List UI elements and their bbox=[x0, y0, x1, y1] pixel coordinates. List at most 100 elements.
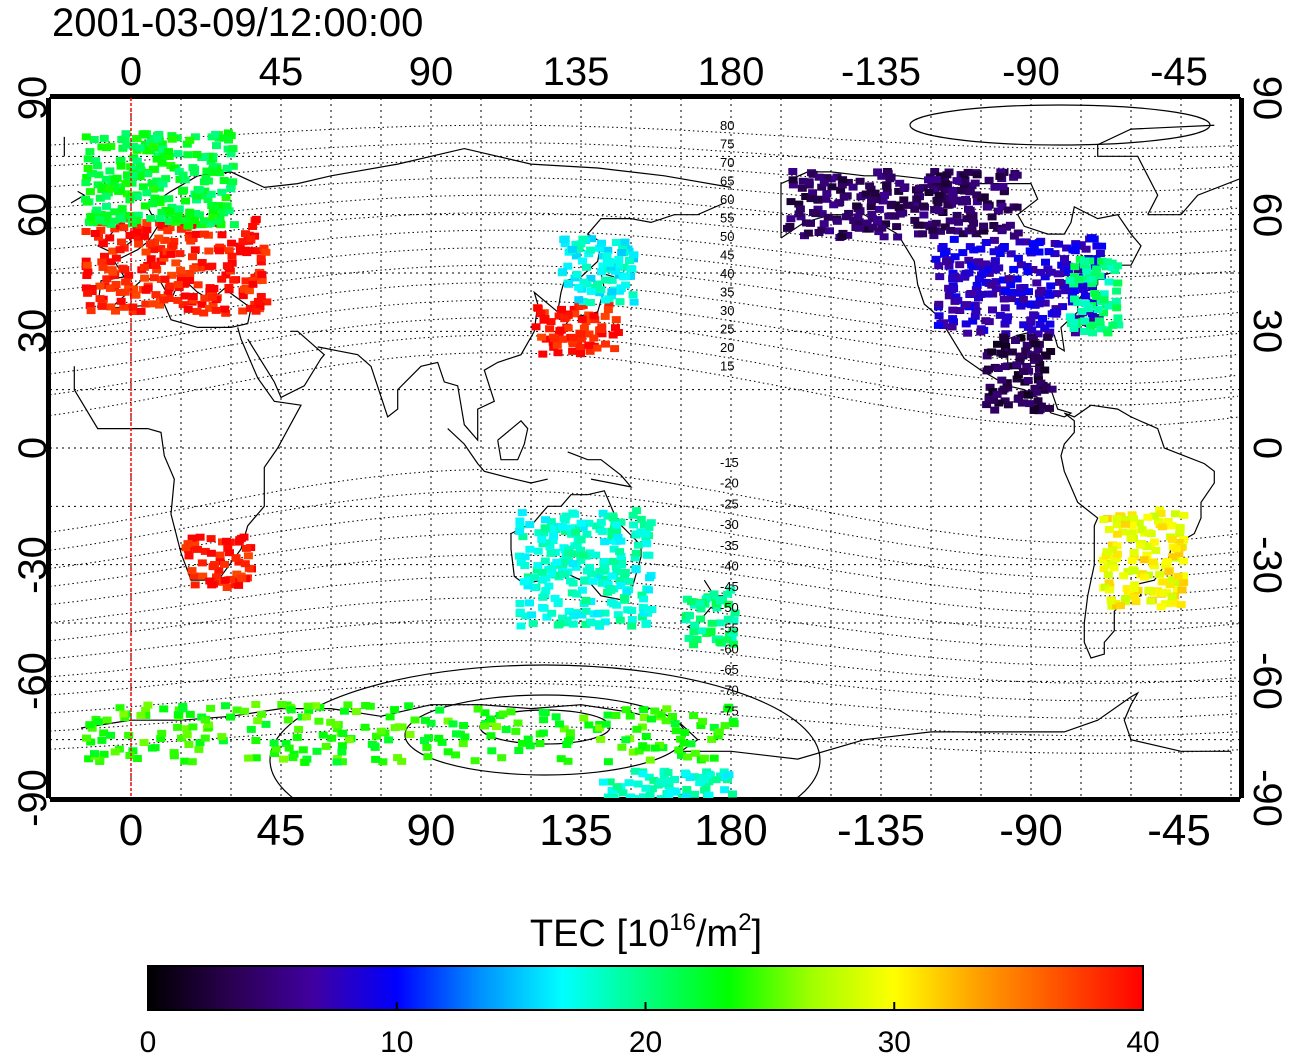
tec-sample bbox=[614, 256, 624, 263]
tec-sample bbox=[226, 713, 235, 721]
coastline-path bbox=[780, 171, 1142, 418]
tec-sample bbox=[894, 204, 904, 212]
tec-sample bbox=[999, 243, 1009, 250]
tec-sample bbox=[405, 731, 415, 738]
tec-sample bbox=[1095, 272, 1105, 280]
tec-sample bbox=[148, 300, 158, 308]
tec-sample bbox=[193, 545, 202, 553]
tec-sample bbox=[257, 271, 267, 279]
tec-sample bbox=[314, 717, 324, 725]
tec-sample bbox=[248, 247, 257, 255]
tec-sample bbox=[1118, 528, 1128, 536]
tec-sample bbox=[1041, 258, 1050, 266]
tec-sample bbox=[952, 211, 962, 219]
tec-sample bbox=[1107, 263, 1117, 271]
tec-sample bbox=[1149, 538, 1159, 546]
tec-sample bbox=[361, 702, 371, 709]
tec-sample bbox=[188, 723, 198, 731]
tec-sample bbox=[601, 575, 611, 583]
tec-sample bbox=[942, 258, 951, 266]
tec-sample bbox=[1028, 266, 1038, 273]
tec-sample bbox=[565, 733, 575, 741]
tec-sample bbox=[179, 186, 189, 194]
tec-sample bbox=[801, 219, 811, 227]
tec-sample bbox=[987, 213, 997, 221]
tec-sample bbox=[1007, 295, 1016, 303]
tec-sample bbox=[537, 568, 547, 576]
tec-sample bbox=[633, 780, 643, 788]
tec-sample bbox=[192, 151, 202, 158]
colorbar-unit-exponent: 16 bbox=[669, 909, 696, 936]
tec-sample bbox=[85, 148, 95, 156]
tec-sample bbox=[1144, 529, 1153, 537]
tec-sample bbox=[934, 300, 944, 308]
tec-sample bbox=[723, 590, 733, 598]
tec-sample bbox=[124, 271, 134, 279]
tec-sample bbox=[207, 293, 217, 301]
tec-sample bbox=[167, 132, 177, 140]
tec-sample bbox=[854, 224, 864, 232]
tec-sample bbox=[102, 202, 111, 210]
tec-sample bbox=[217, 733, 227, 741]
tec-sample bbox=[404, 702, 414, 710]
tec-sample bbox=[533, 304, 543, 312]
tec-sample bbox=[877, 172, 887, 180]
tec-sample bbox=[589, 334, 599, 342]
tec-sample bbox=[83, 165, 93, 172]
tec-sample bbox=[1004, 275, 1014, 283]
tec-sample bbox=[563, 324, 573, 332]
tec-sample bbox=[188, 296, 198, 304]
tec-sample bbox=[132, 157, 142, 165]
tec-sample bbox=[521, 612, 531, 620]
tec-sample bbox=[984, 269, 994, 277]
tec-sample bbox=[600, 312, 610, 320]
tec-sample bbox=[106, 258, 116, 266]
tec-sample bbox=[728, 790, 737, 798]
tec-sample bbox=[645, 756, 655, 764]
colorbar-tick-label: 20 bbox=[629, 1026, 662, 1057]
tec-sample bbox=[554, 312, 564, 320]
tec-sample bbox=[565, 729, 575, 737]
tec-sample bbox=[892, 223, 902, 231]
left-latitude-tick: 0 bbox=[11, 437, 55, 459]
tec-sample bbox=[576, 519, 586, 527]
tec-sample bbox=[785, 222, 795, 230]
tec-sample bbox=[228, 178, 238, 186]
tec-sample bbox=[1090, 271, 1100, 278]
tec-sample bbox=[189, 572, 199, 580]
tec-sample bbox=[515, 522, 525, 530]
tec-sample bbox=[1129, 515, 1138, 523]
tec-sample bbox=[206, 190, 216, 198]
tec-sample bbox=[988, 306, 997, 314]
tec-sample bbox=[164, 218, 174, 225]
tec-sample bbox=[156, 735, 166, 742]
tec-sample bbox=[1013, 371, 1023, 379]
tec-sample bbox=[994, 399, 1004, 407]
tec-sample bbox=[149, 246, 158, 254]
contour-label: -65 bbox=[720, 662, 739, 677]
tec-sample bbox=[222, 164, 232, 172]
tec-sample bbox=[918, 230, 928, 238]
tec-sample bbox=[603, 793, 613, 798]
tec-sample bbox=[90, 750, 99, 758]
tec-sample bbox=[933, 199, 943, 207]
tec-sample bbox=[217, 231, 227, 239]
tec-sample bbox=[692, 636, 702, 643]
tec-sample bbox=[803, 229, 813, 237]
tec-sample bbox=[843, 231, 853, 239]
tec-sample bbox=[615, 576, 625, 584]
tec-sample bbox=[999, 188, 1009, 196]
tec-sample bbox=[821, 195, 831, 203]
tec-sample bbox=[210, 203, 220, 211]
tec-sample bbox=[190, 581, 200, 589]
tec-sample bbox=[598, 262, 608, 270]
tec-sample bbox=[621, 281, 631, 289]
tec-sample bbox=[524, 576, 534, 584]
contour-label: 55 bbox=[720, 211, 734, 226]
tec-sample bbox=[1144, 586, 1154, 594]
tec-sample bbox=[868, 223, 878, 231]
tec-sample bbox=[143, 701, 153, 709]
tec-sample bbox=[950, 253, 960, 261]
tec-sample bbox=[1177, 586, 1187, 594]
tec-sample bbox=[174, 209, 184, 217]
